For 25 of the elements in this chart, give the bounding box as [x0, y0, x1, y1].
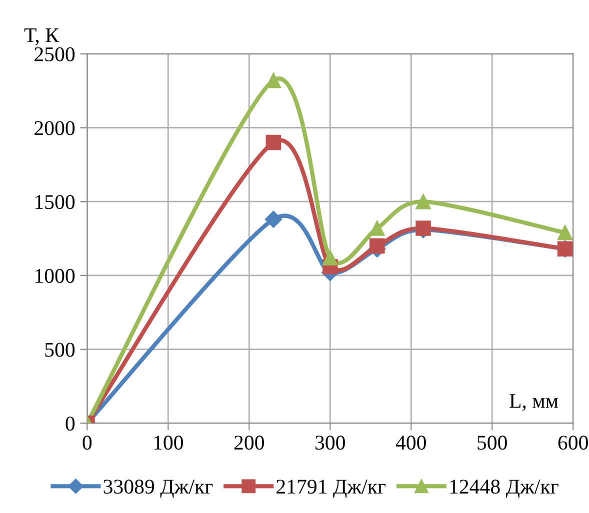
point	[416, 194, 431, 210]
y-tick-label: 2000	[34, 121, 75, 136]
y-axis-title: Т, К	[24, 28, 60, 46]
x-tick-label: 100	[154, 436, 183, 450]
x-axis-title: L, мм	[510, 394, 558, 411]
x-tick-label: 500	[478, 436, 507, 450]
point	[264, 210, 282, 228]
legend-label: 21791 Дж/кг	[276, 480, 386, 498]
y-tick-label: 1500	[36, 194, 75, 210]
x-tick-label: 0	[82, 436, 92, 450]
y-tick-label: 500	[45, 342, 75, 357]
point	[369, 238, 385, 254]
x-tick-label: 600	[558, 436, 588, 450]
point	[416, 220, 431, 236]
y-tick-label: 0	[66, 416, 75, 431]
x-tick-label: 400	[396, 436, 426, 450]
point	[557, 224, 573, 240]
legend-label: 12448 Дж/кг	[450, 480, 558, 498]
y-tick-label: 1000	[36, 268, 75, 283]
point	[266, 134, 282, 150]
point	[322, 250, 338, 266]
x-tick-label: 200	[234, 436, 264, 450]
x-tick-label: 300	[316, 436, 345, 450]
legend-label: 33089 Дж/кг	[104, 480, 213, 498]
y-tick-label: 2500	[34, 47, 75, 62]
